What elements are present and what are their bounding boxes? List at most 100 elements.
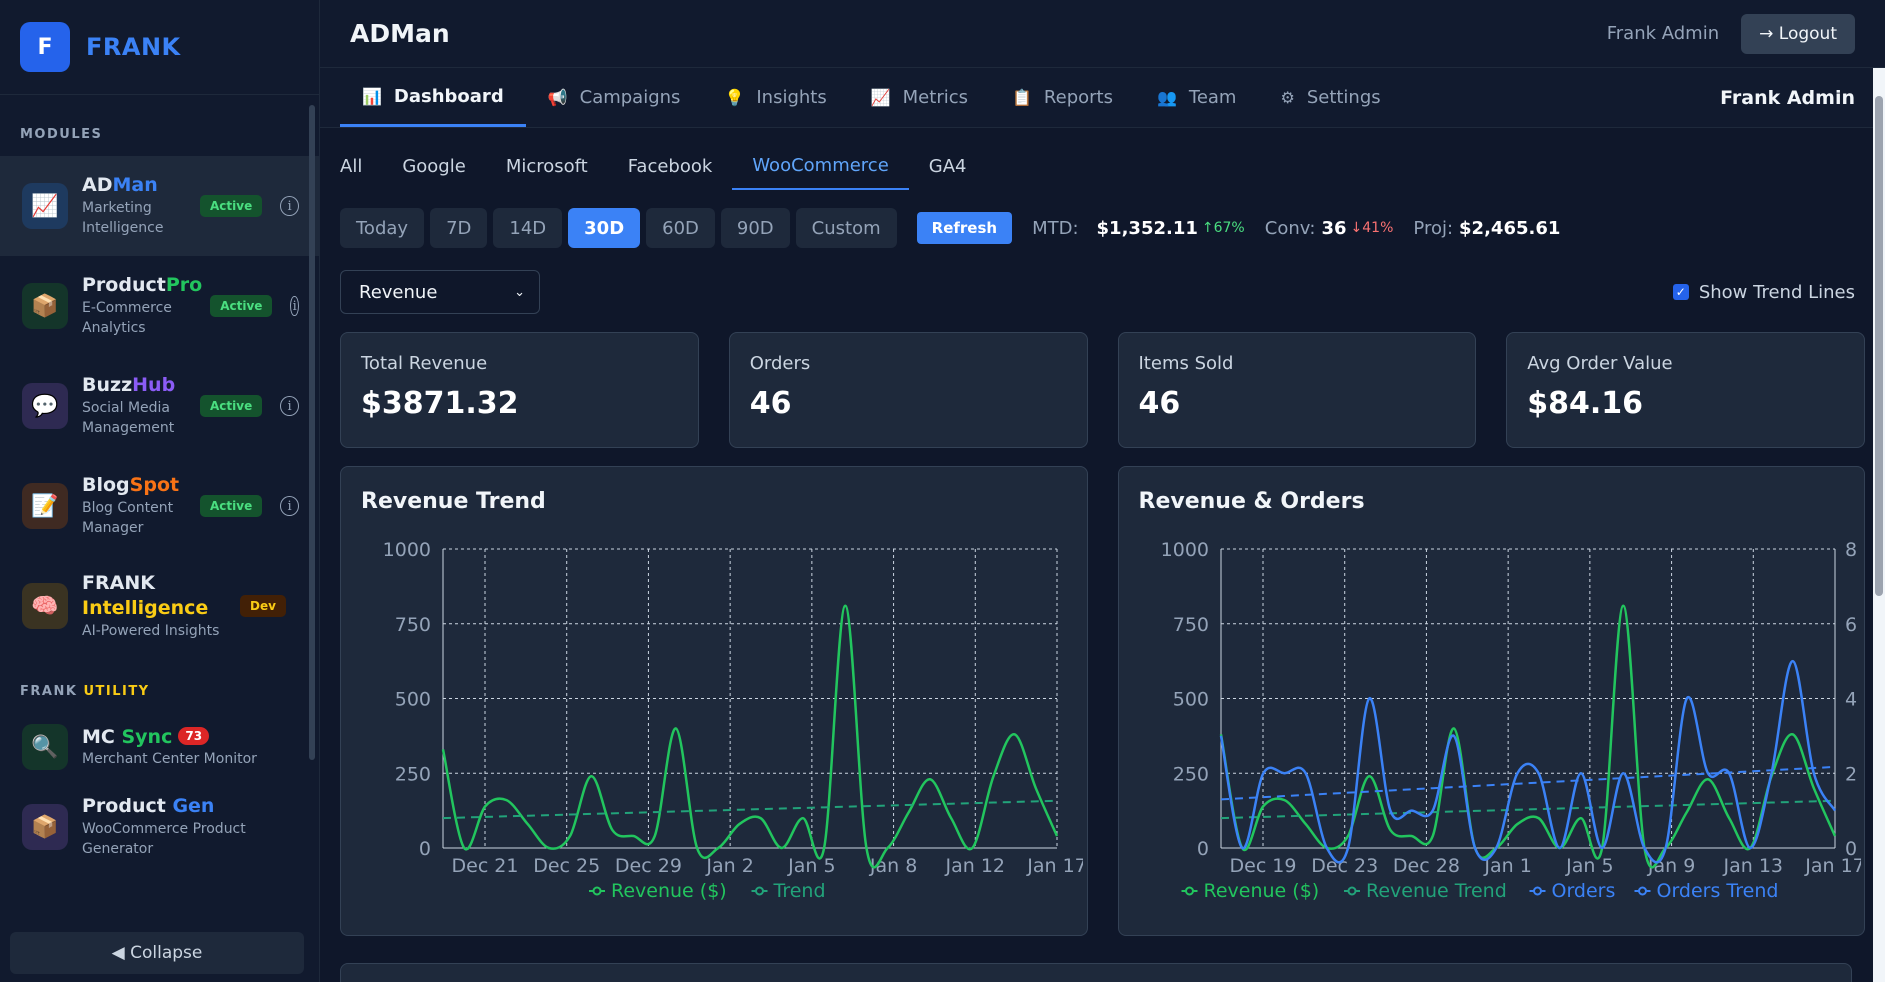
nav-user-name: Frank Admin — [1720, 86, 1855, 109]
utility-name: Product Gen — [82, 795, 215, 818]
module-text: FRANK Intelligence AI-Powered Insights — [82, 571, 232, 641]
sidebar-module-adman[interactable]: 📈 ADMan Marketing Intelligence Active i — [0, 156, 319, 256]
module-description: E-Commerce Analytics — [82, 300, 172, 337]
source-tab-facebook[interactable]: Facebook — [627, 155, 713, 177]
brain-icon: 🧠 — [22, 583, 68, 629]
tab-metrics[interactable]: 📈 Metrics — [849, 68, 990, 127]
sidebar-scrollbar[interactable] — [309, 105, 315, 760]
module-name: BlogSpot — [82, 474, 180, 497]
chart-icon: 📈 — [22, 183, 68, 229]
sidebar-module-buzzhub[interactable]: 💬 BuzzHub Social Media Management Active i — [0, 356, 319, 456]
collapse-button[interactable]: ◀ Collapse — [10, 932, 304, 974]
date-range-bar: Today 7D 14D 30D 60D 90D Custom Refresh MTD: $… — [320, 206, 1885, 250]
kpi-label: Orders — [749, 353, 811, 374]
module-description: Marketing Intelligence — [82, 200, 164, 237]
mtd-delta: ↑67% — [1201, 220, 1245, 236]
y2-tick-label: 2 — [1845, 763, 1857, 785]
legend-label[interactable]: Revenue Trend — [1366, 880, 1507, 902]
legend-marker-dot — [1532, 886, 1542, 896]
main-scrollbar-thumb[interactable] — [1875, 96, 1883, 596]
y-tick-label: 0 — [1196, 838, 1208, 860]
module-text: BuzzHub Social Media Management — [82, 373, 192, 438]
trend-lines-toggle[interactable]: ✓ Show Trend Lines — [1672, 282, 1855, 303]
series-line-orders-trend — [1220, 765, 1835, 801]
info-icon[interactable]: i — [280, 396, 299, 416]
refresh-button[interactable]: Refresh — [916, 212, 1013, 244]
legend-label[interactable]: Orders — [1551, 880, 1615, 902]
legend-label[interactable]: Orders Trend — [1656, 880, 1778, 902]
x-tick-label: Dec 19 — [1229, 855, 1296, 877]
tab-insights[interactable]: 💡 Insights — [702, 68, 848, 127]
module-name: BuzzHub — [82, 374, 176, 397]
legend-label[interactable]: Revenue ($) — [1203, 880, 1319, 902]
revenue-trend-card: Revenue Trend 0 250 500 750 1000 Dec 21 Dec 25… — [340, 466, 1088, 936]
source-tab-woocommerce[interactable]: WooCommerce — [732, 145, 909, 190]
legend-label[interactable]: Trend — [773, 880, 826, 902]
sidebar-module-productpro[interactable]: 📦 ProductPro E-Commerce Analytics Active i — [0, 256, 319, 356]
brand-logo: F — [20, 22, 70, 72]
legend-label[interactable]: Revenue ($) — [611, 880, 727, 902]
proj-value: $2,465.61 — [1459, 217, 1561, 239]
megaphone-icon: 📢 — [547, 88, 568, 107]
kpi-row: Total Revenue $3871.32 Orders 46 Items Sold 4… — [320, 332, 1885, 448]
tab-team[interactable]: 👥 Team — [1135, 68, 1259, 127]
range-button-14d[interactable]: 14D — [493, 208, 563, 248]
sidebar-utility-mcsync[interactable]: 🔍 MC Sync 73 Merchant Center Monitor — [0, 707, 319, 787]
info-icon[interactable]: i — [290, 296, 299, 316]
utility-name: MC Sync 73 — [82, 725, 299, 750]
status-badge: Active — [200, 195, 263, 217]
info-icon[interactable]: i — [280, 196, 299, 216]
x-tick-label: Dec 23 — [1311, 855, 1378, 877]
notification-count-badge: 73 — [178, 727, 210, 746]
tab-campaigns[interactable]: 📢 Campaigns — [526, 68, 703, 127]
brand[interactable]: F FRANK — [0, 0, 319, 95]
conv-value: 36 — [1321, 217, 1347, 239]
x-tick-label: Jan 12 — [945, 855, 1006, 877]
utility-text: MC Sync 73 Merchant Center Monitor — [82, 725, 299, 770]
legend-marker-dot — [592, 886, 602, 896]
chart-icon: 📈 — [870, 88, 891, 107]
utility-text: Product Gen WooCommerce Product Generator — [82, 794, 299, 859]
tab-settings[interactable]: ⚙ Settings — [1258, 68, 1402, 127]
range-button-custom[interactable]: Custom — [795, 208, 897, 248]
y-tick-label: 250 — [395, 763, 431, 785]
metric-select[interactable]: Revenue ⌄ — [340, 270, 540, 314]
y2-tick-label: 4 — [1845, 689, 1857, 711]
info-icon[interactable]: i — [280, 496, 299, 516]
source-tab-ga4[interactable]: GA4 — [928, 155, 967, 177]
range-button-30d[interactable]: 30D — [568, 208, 641, 248]
y-tick-label: 500 — [395, 689, 431, 711]
kpi-card: Items Sold 46 — [1117, 332, 1477, 448]
module-text: ProductPro E-Commerce Analytics — [82, 273, 202, 338]
revenue-orders-card: Revenue & Orders 0 250 500 750 1000 Dec 19 Dec… — [1117, 466, 1865, 936]
module-name: FRANK Intelligence — [82, 572, 209, 619]
source-tab-google[interactable]: Google — [402, 155, 466, 177]
kpi-label: Total Revenue — [361, 353, 488, 374]
x-tick-label: Jan 2 — [705, 855, 753, 877]
range-button-today[interactable]: Today — [340, 208, 425, 248]
logout-button[interactable]: → Logout — [1741, 13, 1855, 54]
checkbox-icon[interactable]: ✓ — [1672, 284, 1689, 300]
package-icon: 📦 — [22, 804, 68, 850]
charts-row: Revenue Trend 0 250 500 750 1000 Dec 21 Dec 25… — [320, 466, 1885, 936]
range-button-90d[interactable]: 90D — [720, 208, 790, 248]
kpi-value: 46 — [1138, 386, 1181, 421]
memo-icon: 📝 — [22, 483, 68, 529]
y-tick-label: 250 — [1172, 763, 1208, 785]
x-tick-label: Jan 5 — [1565, 855, 1613, 877]
tab-dashboard[interactable]: 📊 Dashboard — [340, 68, 526, 127]
main-scrollbar[interactable] — [1873, 68, 1885, 982]
sidebar-module-blogspot[interactable]: 📝 BlogSpot Blog Content Manager Active i — [0, 456, 319, 556]
source-tab-microsoft[interactable]: Microsoft — [505, 155, 588, 177]
series-line-orders — [1219, 659, 1836, 864]
range-button-7d[interactable]: 7D — [430, 208, 488, 248]
sidebar: F FRANK MODULES 📈 ADMan Marketing Intellig… — [0, 0, 320, 982]
sidebar-utility-productgen[interactable]: 📦 Product Gen WooCommerce Product Generato… — [0, 787, 319, 867]
series-line-revenue- — [441, 604, 1059, 869]
source-tab-all[interactable]: All — [340, 155, 363, 177]
sidebar-module-frankintelligence[interactable]: 🧠 FRANK Intelligence AI-Powered Insights Dev — [0, 556, 319, 656]
chart-title: Revenue Trend — [361, 489, 546, 514]
x-tick-label: Jan 17 — [1804, 855, 1861, 877]
range-button-60d[interactable]: 60D — [646, 208, 715, 248]
tab-reports[interactable]: 📋 Reports — [990, 68, 1135, 127]
